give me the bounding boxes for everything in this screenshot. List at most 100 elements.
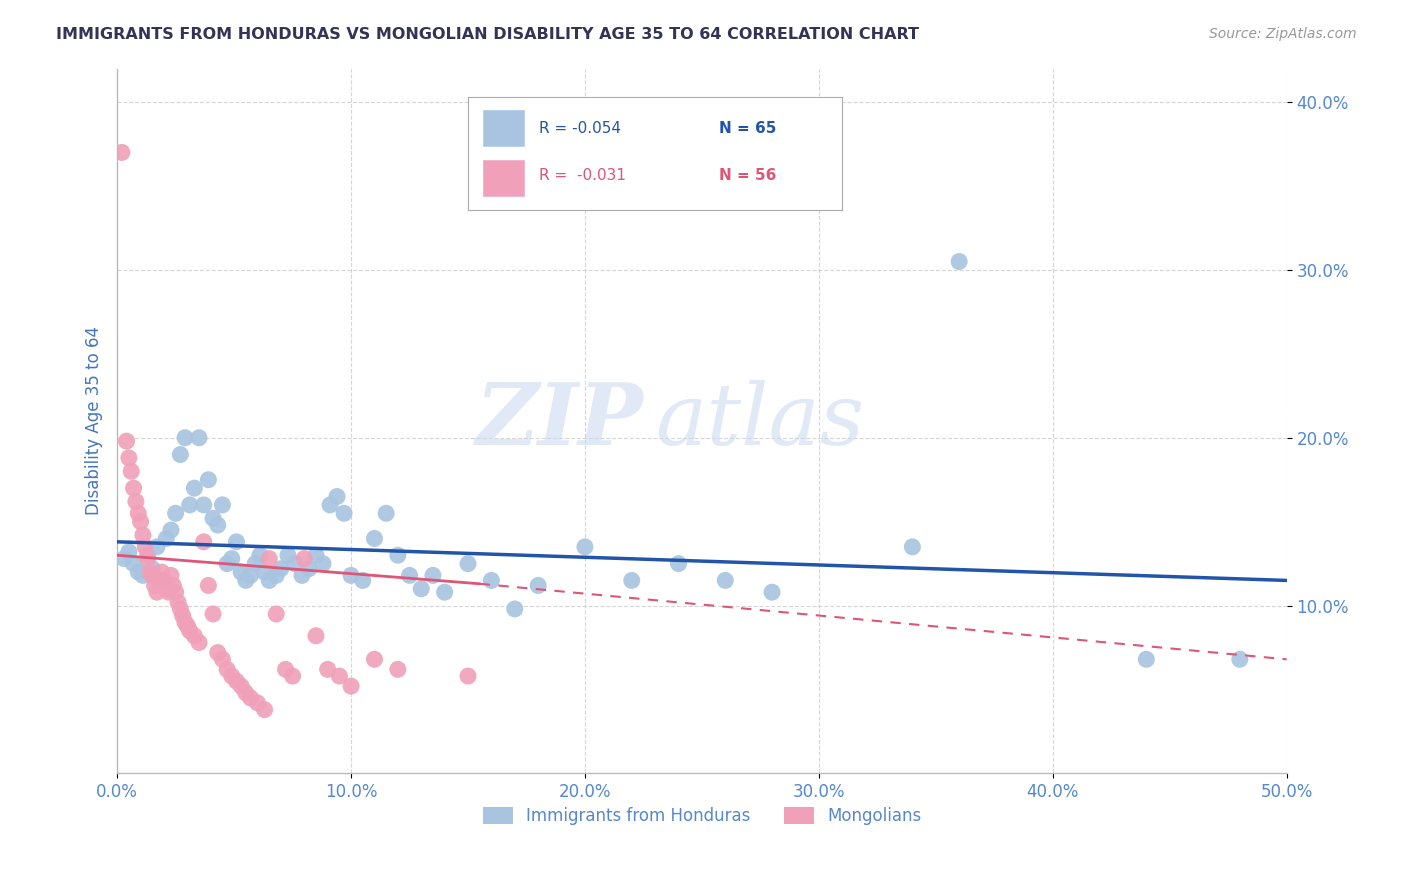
Point [197,578,219,592]
Point [118,450,141,465]
Point [901,540,924,554]
Point [207,646,229,660]
Point [1229,652,1251,666]
Point [160,568,183,582]
Point [132,568,155,582]
Point [277,548,299,562]
Point [387,662,409,676]
Legend: Immigrants from Honduras, Mongolians: Immigrants from Honduras, Mongolians [482,807,921,825]
Point [243,557,266,571]
Point [235,574,257,588]
Point [202,607,225,621]
Point [264,568,287,582]
Point [112,551,135,566]
Point [340,568,363,582]
Point [169,602,191,616]
Point [668,557,690,571]
Point [231,565,253,579]
Point [118,545,141,559]
Point [146,540,169,554]
Point [141,562,163,576]
Point [211,498,233,512]
Point [197,473,219,487]
Point [148,574,170,588]
Point [326,490,349,504]
Point [527,578,550,592]
Text: IMMIGRANTS FROM HONDURAS VS MONGOLIAN DISABILITY AGE 35 TO 64 CORRELATION CHART: IMMIGRANTS FROM HONDURAS VS MONGOLIAN DI… [56,27,920,42]
Point [422,568,444,582]
Point [146,585,169,599]
Point [291,568,314,582]
Point [281,669,304,683]
Text: atlas: atlas [655,380,865,462]
Point [153,574,176,588]
Point [305,629,328,643]
Point [305,548,328,562]
Point [235,686,257,700]
Point [141,568,163,582]
Point [257,551,280,566]
Point [225,534,247,549]
Point [111,145,134,160]
Point [319,498,342,512]
Point [143,578,166,592]
Point [375,506,398,520]
Point [761,585,783,599]
Point [217,557,239,571]
Point [155,582,177,596]
Point [160,523,183,537]
Point [132,528,155,542]
Point [620,574,643,588]
Point [125,494,148,508]
Point [225,674,247,689]
Point [150,565,173,579]
Point [316,662,339,676]
Point [211,652,233,666]
Point [270,562,292,576]
Point [165,585,187,599]
Point [127,565,149,579]
Point [503,602,526,616]
Point [574,540,596,554]
Point [122,557,145,571]
Point [193,498,215,512]
Point [264,607,287,621]
Point [253,565,276,579]
Point [172,608,194,623]
Point [122,481,145,495]
Point [139,565,162,579]
Point [183,629,205,643]
Point [167,595,190,609]
Point [127,506,149,520]
Point [115,434,138,449]
Point [174,431,197,445]
Point [207,518,229,533]
Point [340,679,363,693]
Point [257,574,280,588]
Point [188,431,211,445]
Point [179,624,201,638]
Point [134,540,156,554]
Point [165,506,187,520]
Point [312,557,335,571]
Point [120,464,142,478]
Point [136,548,159,562]
Point [217,662,239,676]
Point [457,669,479,683]
Point [193,534,215,549]
Point [411,582,433,596]
Point [162,578,184,592]
Point [169,448,191,462]
Point [239,690,262,705]
Point [129,515,152,529]
Point [433,585,456,599]
Point [136,551,159,566]
Point [188,635,211,649]
Point [246,696,269,710]
Text: ZIP: ZIP [475,379,644,463]
Point [284,557,307,571]
Point [176,618,198,632]
Point [183,481,205,495]
Point [239,568,262,582]
Point [174,615,197,630]
